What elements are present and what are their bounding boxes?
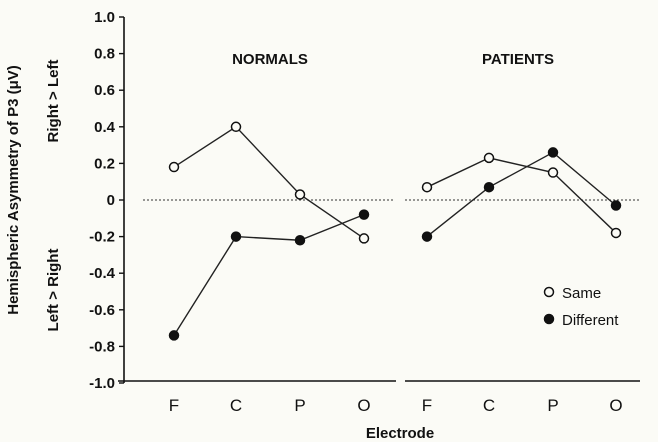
panels-layer: NORMALS F C P O PATIENTS F C P O: [118, 51, 640, 415]
x-tick-label: P: [547, 396, 558, 415]
data-point: [230, 121, 242, 133]
y-tick-label: 0.8: [94, 46, 115, 63]
y-axis-title: Hemispheric Asymmetry of P3 (μV): [5, 65, 22, 315]
series-line: [173, 125, 365, 240]
data-point: [168, 330, 180, 341]
x-tick-label: F: [169, 396, 179, 415]
legend-label: Different: [562, 312, 619, 329]
x-tick-label: C: [230, 396, 242, 415]
series-line: [426, 157, 617, 234]
y-tick-label: 0.2: [94, 155, 115, 172]
data-point: [547, 147, 559, 158]
y-tick-label: 0.6: [94, 82, 115, 99]
series-line: [426, 151, 617, 238]
series-same: [168, 121, 370, 244]
x-tick-label: F: [422, 396, 432, 415]
panel-title: PATIENTS: [482, 51, 554, 68]
data-point: [483, 181, 495, 193]
data-point: [358, 209, 370, 220]
series-different: [421, 147, 622, 242]
x-tick-label: P: [294, 396, 305, 415]
y-tick-label: 0.4: [94, 119, 116, 136]
data-point: [483, 152, 495, 164]
y-tick-label: -0.8: [89, 338, 115, 355]
x-tick-label: C: [483, 396, 495, 415]
data-point: [168, 161, 180, 173]
series-different: [168, 209, 370, 341]
series-same: [421, 152, 622, 239]
y-tick-label: -0.6: [89, 302, 115, 319]
legend-marker: [543, 286, 555, 298]
data-point: [358, 233, 370, 244]
data-point: [421, 231, 433, 242]
data-point: [610, 200, 622, 211]
y-tick-label: -0.4: [89, 265, 116, 282]
data-point: [610, 227, 622, 239]
x-tick-label: O: [609, 396, 622, 415]
panel-patients: PATIENTS F C P O: [405, 51, 640, 415]
y-axis-label-lower: Left > Right: [45, 249, 62, 332]
data-point: [294, 189, 306, 200]
data-point: [230, 231, 242, 242]
panel-title: NORMALS: [232, 51, 308, 68]
legend-marker: [543, 313, 555, 325]
axis-layer: 1.0 0.8 0.6 0.4 0.2 0 -0.2 -0.4 -0.6 -0.8 -1.0: [89, 9, 640, 392]
panel-normals: NORMALS F C P O: [118, 51, 396, 415]
data-point: [294, 235, 306, 246]
y-tick-label: 1.0: [94, 9, 115, 26]
data-point: [421, 181, 433, 193]
series-line: [173, 213, 365, 336]
x-tick-label: O: [357, 396, 370, 415]
y-axis-label-upper: Right > Left: [45, 60, 62, 143]
legend: Same Different: [543, 285, 619, 329]
legend-label: Same: [562, 285, 601, 302]
y-tick-label: 0: [107, 192, 115, 209]
x-axis-title: Electrode: [366, 425, 434, 442]
y-tick-label: -0.2: [89, 229, 115, 246]
y-tick-label: -1.0: [89, 375, 115, 392]
data-point: [547, 167, 559, 178]
